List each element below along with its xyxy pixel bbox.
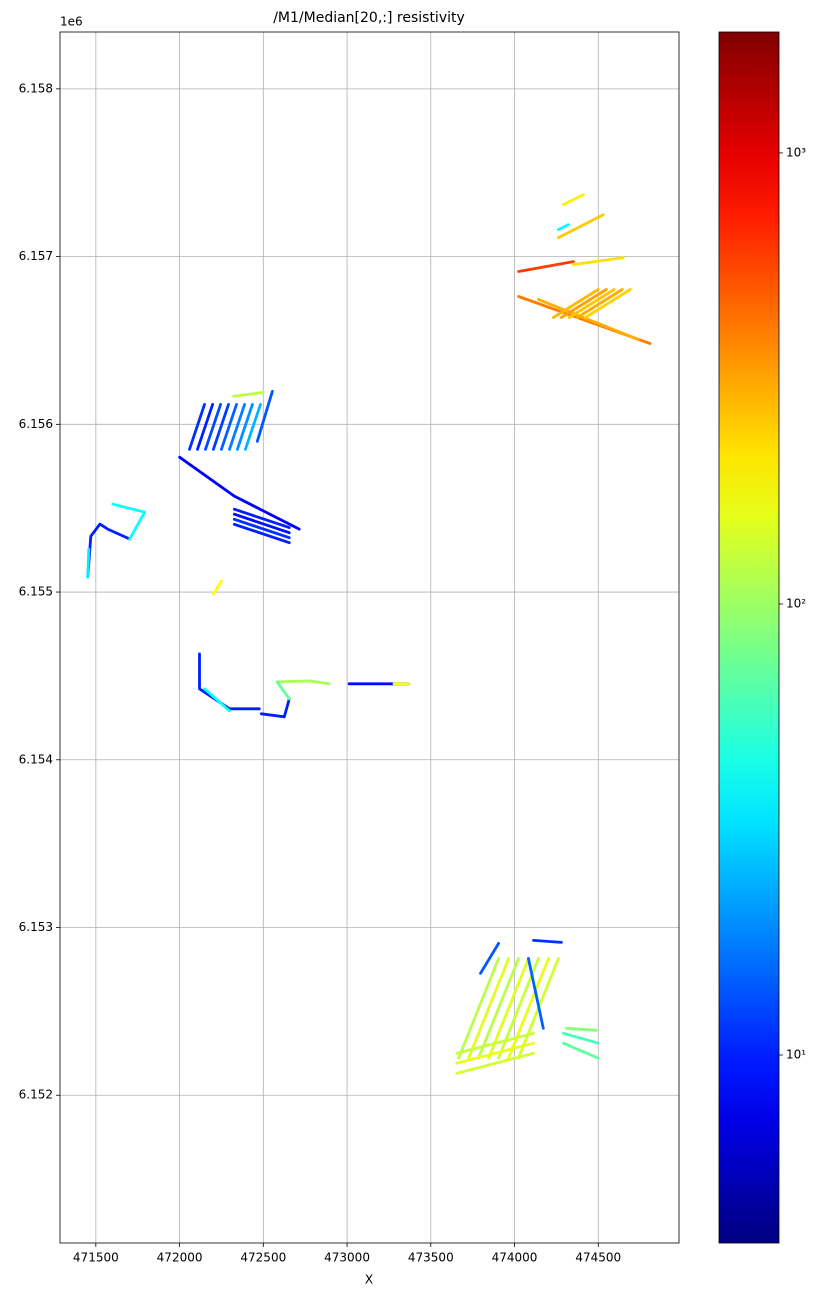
colorbar-tick-label: 10¹ — [786, 1048, 806, 1062]
flight-line — [232, 390, 265, 398]
x-tick-label: 473500 — [408, 1251, 454, 1265]
x-tick-label: 471500 — [73, 1251, 119, 1265]
flight-line — [220, 403, 238, 451]
flight-line — [198, 652, 261, 711]
plot-frame — [59, 31, 680, 1244]
flight-line — [567, 288, 616, 319]
flight-line — [236, 403, 254, 451]
x-tick-label: 473000 — [324, 1251, 370, 1265]
flight-line — [259, 697, 291, 719]
flight-line — [527, 957, 545, 1030]
flight-line — [188, 403, 206, 451]
flight-line — [244, 403, 262, 451]
flight-line — [86, 522, 132, 579]
flight-line — [232, 512, 291, 535]
flight-line — [204, 403, 222, 451]
flight-line — [455, 1031, 535, 1055]
flight-line — [275, 680, 291, 701]
x-tick-label: 472000 — [157, 1251, 203, 1265]
flight-line — [467, 957, 511, 1060]
flight-line — [477, 957, 520, 1060]
x-tick-label: 474000 — [492, 1251, 538, 1265]
x-axis-label: X — [365, 1273, 373, 1287]
y-tick-label: 6.154 — [19, 752, 53, 766]
y-tick-label: 6.152 — [19, 1088, 53, 1102]
flight-line — [178, 455, 301, 531]
flight-line — [111, 502, 147, 541]
flight-line — [232, 522, 291, 545]
flight-line — [560, 288, 608, 319]
flight-line — [255, 389, 274, 443]
flight-line — [562, 1041, 600, 1060]
flight-line — [275, 679, 331, 686]
x-tick-label: 474500 — [575, 1251, 621, 1265]
y-tick-label: 6.158 — [19, 81, 53, 95]
y-tick-label: 6.153 — [19, 920, 53, 934]
colorbar-tick-label: 10² — [786, 596, 806, 610]
flight-line — [479, 942, 500, 975]
flight-line — [562, 1031, 600, 1045]
flight-line — [532, 939, 563, 944]
flight-line — [562, 193, 585, 206]
flight-line — [455, 1051, 535, 1075]
flight-line — [517, 260, 575, 273]
y-tick-label: 6.155 — [19, 585, 53, 599]
flight-line — [552, 288, 600, 319]
flight-line — [507, 957, 550, 1060]
colorbar — [718, 31, 780, 1244]
y-tick-label: 6.157 — [19, 249, 53, 263]
flight-line — [575, 288, 624, 319]
y-tick-label: 6.156 — [19, 417, 53, 431]
x-tick-label: 472500 — [240, 1251, 286, 1265]
flight-line — [557, 213, 605, 239]
flight-line — [212, 579, 223, 596]
flight-line — [537, 298, 640, 341]
y-offset-label: 1e6 — [60, 15, 83, 29]
flight-line — [584, 288, 632, 319]
flight-line — [565, 1026, 598, 1032]
flight-line — [232, 517, 291, 540]
flight-line — [557, 223, 570, 231]
flight-line — [203, 687, 231, 713]
flight-line — [487, 957, 530, 1060]
chart-title: /M1/Median[20,:] resistivity — [273, 10, 465, 26]
flight-line — [457, 957, 500, 1060]
flight-line — [212, 403, 230, 451]
flight-line — [196, 403, 214, 451]
flight-line — [455, 1041, 535, 1065]
flight-line — [571, 256, 625, 266]
colorbar-tick-label: 10³ — [786, 145, 806, 159]
flight-line — [232, 507, 291, 529]
flight-line — [86, 547, 91, 579]
flight-line — [228, 403, 246, 451]
